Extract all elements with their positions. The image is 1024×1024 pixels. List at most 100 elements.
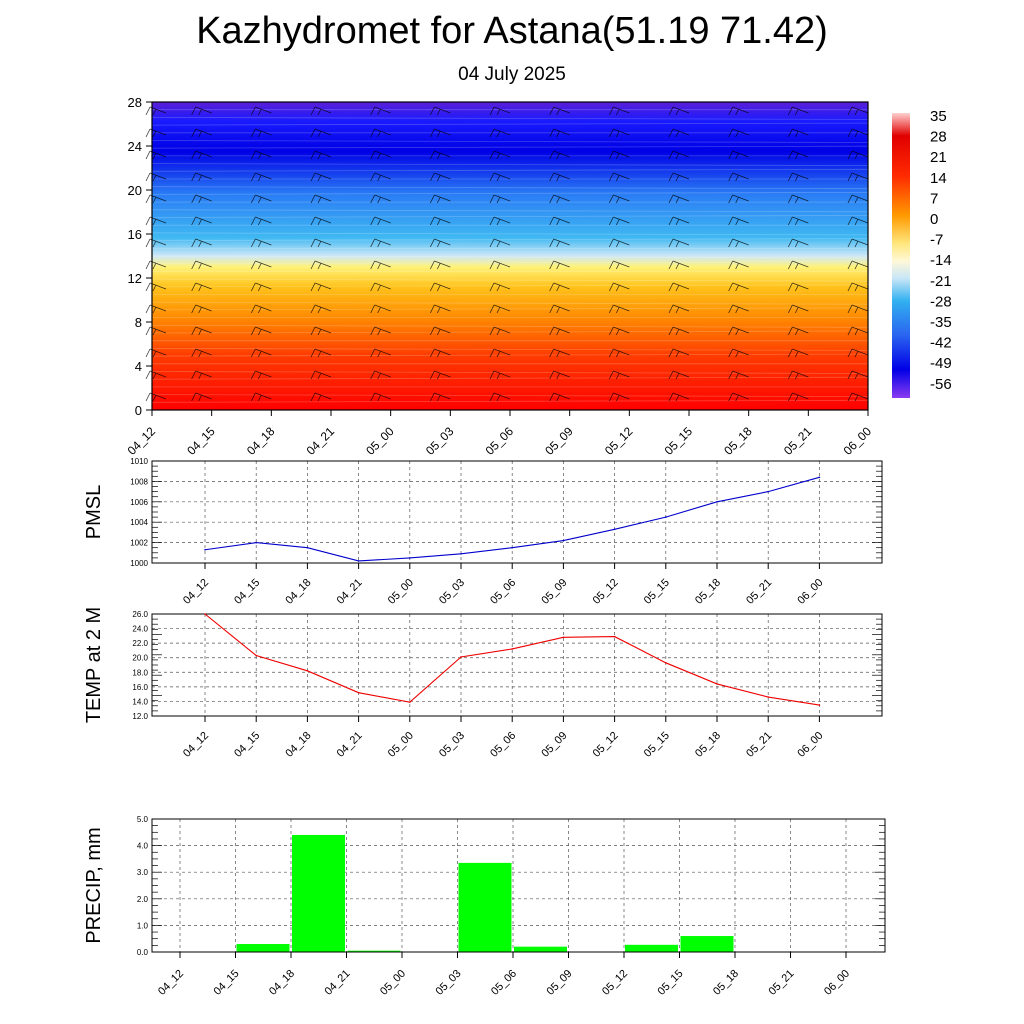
y-tick-label: 2.0 — [137, 895, 149, 904]
wind-barb — [370, 304, 391, 314]
wind-barb — [787, 172, 809, 182]
wind-barb — [370, 150, 391, 160]
colorbar-label: 7 — [930, 190, 938, 207]
x-tick-label: 04_18 — [283, 730, 313, 760]
x-tick-label: 05_09 — [539, 730, 569, 760]
x-tick-label: 05_03 — [437, 577, 467, 607]
wind-barb — [145, 194, 167, 204]
data-point — [613, 635, 616, 638]
colorbar-label: -35 — [930, 314, 952, 331]
wind-barb — [145, 172, 167, 182]
wind-barb — [370, 348, 391, 358]
x-tick-label: 05_21 — [767, 968, 797, 998]
wind-barb — [608, 304, 630, 314]
x-tick-label: 04_15 — [232, 577, 262, 607]
heat-y-tick-label: 20 — [128, 183, 142, 198]
y-tick-label: 4.0 — [137, 842, 149, 851]
wind-barb — [370, 238, 391, 248]
wind-barb — [787, 348, 809, 358]
wind-barb — [668, 392, 690, 402]
y-tick-label: 26.0 — [132, 610, 148, 619]
wind-barb — [310, 260, 332, 270]
wind-barb — [191, 370, 212, 380]
wind-barb — [489, 370, 511, 380]
wind-barb — [191, 282, 212, 292]
isotherm-line — [151, 394, 869, 398]
wind-barb — [145, 304, 167, 314]
wind-barb — [310, 172, 332, 182]
wind-barb — [608, 194, 630, 204]
x-tick-label: 05_00 — [386, 577, 416, 607]
x-tick-label: 05_12 — [591, 730, 621, 760]
wind-barb — [549, 194, 570, 204]
y-tick-label: 1008 — [130, 477, 148, 486]
x-tick-label: 05_21 — [744, 577, 774, 607]
data-point — [818, 476, 821, 479]
wind-barb — [728, 304, 749, 314]
heat-x-tick-label: 04_12 — [125, 424, 159, 458]
wind-barb — [145, 260, 167, 270]
wind-barb — [370, 106, 391, 116]
x-tick-label: 05_15 — [642, 577, 672, 607]
wind-barb — [489, 194, 511, 204]
wind-barb — [608, 216, 630, 226]
x-tick-label: 04_21 — [335, 577, 365, 607]
colorbar-label: -42 — [930, 335, 952, 352]
x-tick-label: 05_18 — [711, 968, 741, 998]
x-tick-label: 06_00 — [795, 577, 825, 607]
wind-barb — [787, 194, 809, 204]
wind-barb — [250, 128, 272, 138]
x-tick-label: 04_12 — [156, 968, 186, 998]
wind-barb — [489, 128, 511, 138]
wind-barb — [728, 392, 749, 402]
y-tick-label: 1000 — [130, 559, 148, 568]
wind-barb — [250, 216, 272, 226]
wind-barb — [728, 216, 749, 226]
wind-barb — [549, 106, 570, 116]
isotherm-line — [151, 163, 869, 167]
wind-barb — [310, 106, 332, 116]
y-axis-title: PMSL — [83, 485, 105, 539]
isotherm-line — [151, 301, 869, 305]
x-tick-label: 05_09 — [539, 577, 569, 607]
data-point — [460, 553, 462, 555]
wind-barb — [310, 392, 332, 402]
wind-barb — [429, 194, 451, 204]
wind-barb — [489, 392, 511, 402]
x-tick-label: 05_06 — [489, 968, 519, 998]
wind-barb — [668, 172, 690, 182]
isotherm-line — [151, 255, 869, 259]
x-tick-label: 04_18 — [283, 577, 313, 607]
data-point — [562, 539, 565, 542]
wind-barb — [489, 106, 511, 116]
isotherm-line — [151, 209, 869, 213]
wind-barb — [847, 216, 869, 226]
wind-barb — [668, 216, 690, 226]
wind-barb — [310, 150, 332, 160]
isotherm-line — [151, 307, 869, 311]
heat-x-tick-label: 05_03 — [423, 424, 457, 458]
data-point — [665, 662, 667, 664]
wind-barb — [145, 150, 167, 160]
precip-bar — [680, 936, 734, 952]
wind-barb — [191, 128, 212, 138]
heat-y-tick-label: 24 — [128, 139, 142, 154]
heat-y-tick-label: 0 — [135, 403, 142, 418]
x-tick-label: 05_15 — [642, 730, 672, 760]
isotherm-line — [151, 191, 869, 195]
y-tick-label: 20.0 — [132, 654, 148, 663]
y-tick-label: 18.0 — [132, 668, 148, 677]
wind-barb — [429, 238, 451, 248]
wind-barb — [191, 106, 212, 116]
data-point — [511, 648, 513, 650]
wind-barb — [310, 238, 332, 248]
wind-barb — [310, 370, 332, 380]
wind-barb — [145, 216, 167, 226]
wind-barb — [370, 260, 391, 270]
heat-x-tick-label: 05_15 — [662, 424, 696, 458]
heat-x-tick-label: 04_21 — [304, 424, 338, 458]
wind-barb — [145, 128, 167, 138]
isotherm-line — [151, 168, 869, 172]
wind-barb — [145, 326, 167, 336]
heat-x-tick-label: 04_15 — [184, 424, 218, 458]
